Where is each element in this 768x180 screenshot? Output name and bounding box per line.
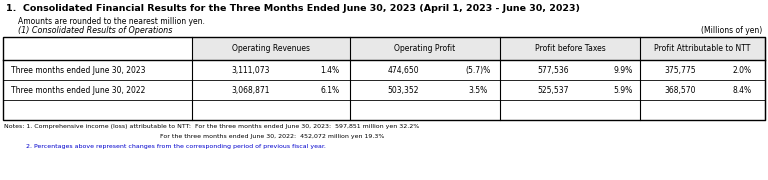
Text: 2.0%: 2.0% xyxy=(733,66,752,75)
Text: 3,111,073: 3,111,073 xyxy=(232,66,270,75)
Text: Amounts are rounded to the nearest million yen.: Amounts are rounded to the nearest milli… xyxy=(18,17,205,26)
Text: 3,068,871: 3,068,871 xyxy=(232,86,270,94)
Text: Notes: 1. Comprehensive income (loss) attributable to NTT:  For the three months: Notes: 1. Comprehensive income (loss) at… xyxy=(4,124,419,129)
Text: Operating Profit: Operating Profit xyxy=(395,44,455,53)
Text: 474,650: 474,650 xyxy=(387,66,419,75)
Text: 2. Percentages above represent changes from the corresponding period of previous: 2. Percentages above represent changes f… xyxy=(4,144,326,149)
Text: 525,537: 525,537 xyxy=(538,86,569,94)
Text: 9.9%: 9.9% xyxy=(614,66,633,75)
Text: 3.5%: 3.5% xyxy=(468,86,488,94)
Text: Three months ended June 30, 2022: Three months ended June 30, 2022 xyxy=(11,86,145,94)
Text: Profit Attributable to NTT: Profit Attributable to NTT xyxy=(654,44,750,53)
Text: 5.9%: 5.9% xyxy=(614,86,633,94)
Text: (1) Consolidated Results of Operations: (1) Consolidated Results of Operations xyxy=(18,26,172,35)
Text: 6.1%: 6.1% xyxy=(320,86,339,94)
Text: For the three months ended June 30, 2022:  452,072 million yen 19.3%: For the three months ended June 30, 2022… xyxy=(4,134,384,139)
Text: 577,536: 577,536 xyxy=(537,66,569,75)
Polygon shape xyxy=(192,37,765,60)
Text: Three months ended June 30, 2023: Three months ended June 30, 2023 xyxy=(11,66,145,75)
Text: 375,775: 375,775 xyxy=(664,66,696,75)
Text: 368,570: 368,570 xyxy=(664,86,696,94)
Text: 8.4%: 8.4% xyxy=(733,86,752,94)
Text: (Millions of yen): (Millions of yen) xyxy=(700,26,762,35)
Text: 1.  Consolidated Financial Results for the Three Months Ended June 30, 2023 (Apr: 1. Consolidated Financial Results for th… xyxy=(6,4,580,13)
Text: (5.7)%: (5.7)% xyxy=(465,66,491,75)
Text: 1.4%: 1.4% xyxy=(320,66,339,75)
Text: Operating Revenues: Operating Revenues xyxy=(232,44,310,53)
Text: Profit before Taxes: Profit before Taxes xyxy=(535,44,605,53)
Text: 503,352: 503,352 xyxy=(387,86,419,94)
